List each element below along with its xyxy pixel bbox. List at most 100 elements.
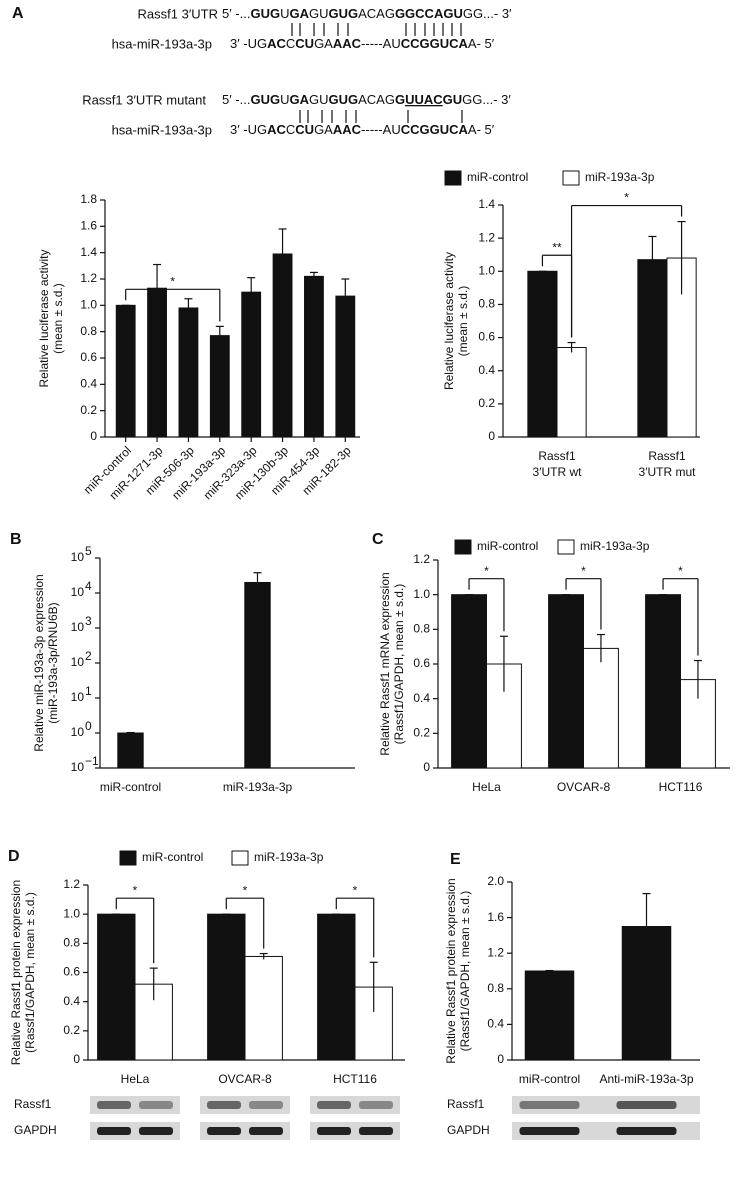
blot-label: Rassf1 [447,1097,485,1111]
bar [304,275,324,438]
bar [451,594,487,769]
blot-band [207,1127,241,1135]
y-tick-label: 1.2 [413,552,430,566]
error-bar [596,633,605,663]
y-tick-label: 0.4 [487,1017,504,1031]
sequence-part: CU [295,36,314,51]
sequence-part: GG...- 3′ [463,6,512,21]
y-tick-label: 10 [71,585,85,599]
error-bar [215,325,224,345]
bar [637,259,668,438]
panel-label: A [12,5,24,22]
bar [548,594,585,769]
error-bar [253,572,262,618]
y-tick-label: 10 [71,655,85,669]
blot-background [90,1096,180,1114]
sequence-part: GUG [250,6,280,21]
sequence: 3′ -UGACCCUGAAAC-----AUCCGGUCAA- 5′ [230,122,495,137]
x-tick-label: 3′UTR wt [533,465,583,479]
significance: * [678,564,683,578]
y-tick-label: 0 [423,760,430,774]
sequence-part: GU [443,92,463,107]
x-tick-label: HeLa [121,1072,150,1086]
y-tick-label: 0 [73,1052,80,1066]
y-axis-label: (Rassf1/GAPDH, mean ± s.d.) [392,584,406,745]
blot-band [97,1101,131,1109]
sequence-part: ACAG [358,92,395,107]
legend-label: miR-control [467,170,528,184]
x-tick-label: miR-control [100,780,161,794]
sequence-part: AC [267,122,286,137]
x-tick-label: OVCAR-8 [218,1072,272,1086]
blot-band [317,1127,351,1135]
blot-band [249,1127,283,1135]
y-tick-exponent: 5 [85,544,92,558]
sequence-part: ACAG [358,6,395,21]
blot-band [317,1101,351,1109]
bar [244,955,283,1061]
error-bar [184,298,193,318]
significance: * [243,883,248,897]
sequence: 5′ -...GUGUGAGUGUGACAGGUUACGUGG...- 3′ [222,92,511,107]
y-tick-label: 0.8 [413,622,430,636]
bar [241,291,262,438]
y-axis-label: Relative Rassf1 protein expression [9,880,23,1065]
legend-swatch [454,539,472,555]
error-bar [153,263,162,312]
y-tick-label: 1.6 [487,910,504,924]
y-tick-exponent: 2 [85,649,92,663]
blot-label: GAPDH [14,1123,57,1137]
blot-band [519,1101,580,1109]
blot-background [512,1122,700,1140]
panel-label: D [8,848,20,865]
error-bar [499,635,508,692]
legend-swatch [557,539,575,555]
y-tick-label: 0 [90,429,97,443]
error-bar [677,220,686,295]
sequence-part: GA [314,122,333,137]
y-axis-label: Relative luciferase activity [442,252,456,390]
y-tick-exponent: 4 [85,579,92,593]
sequence-part: C [286,36,295,51]
sequence-part: CU [295,122,314,137]
y-axis-label: Relative miR-193a-3p expression [32,574,46,751]
error-bar [149,967,158,1001]
x-tick-label: HCT116 [333,1072,377,1086]
sequence: 3′ -UGACCCUGAAAC-----AUCCGGUCAA- 5′ [230,36,495,51]
sequence-name: Rassf1 3′UTR mutant [82,92,206,107]
y-tick-label: 1.2 [487,945,504,959]
blot-band [359,1101,393,1109]
error-bar [648,235,657,283]
bar [317,913,356,1061]
panel-label: C [372,531,384,548]
sequence-part: C [286,122,295,137]
y-tick-label: 0.6 [63,965,80,979]
sequence-part: GGCCAGU [395,6,463,21]
sequence-part: UUAC [405,92,443,107]
y-tick-label: 1.0 [63,906,80,920]
panel-label: E [450,851,461,868]
significance: * [133,883,138,897]
x-tick-label: OVCAR-8 [557,780,611,794]
sequence-part: 3′ -UG [230,122,267,137]
blot-background [90,1122,180,1140]
x-tick-label: 3′UTR mut [639,465,697,479]
blot-band [97,1127,131,1135]
error-bar [545,969,554,972]
error-bar [278,228,287,279]
y-tick-exponent: 3 [85,614,92,628]
y-tick-label: 0.8 [80,324,97,338]
sequence-part: CCGGUCA [401,36,469,51]
y-tick-label: 1.0 [80,298,97,312]
legend-swatch [444,170,462,186]
y-tick-exponent: −1 [85,754,99,768]
y-tick-label: 1.2 [80,271,97,285]
bar [556,347,587,438]
y-tick-exponent: 1 [85,684,92,698]
y-tick-label: 0.8 [487,981,504,995]
y-tick-label: 0.6 [478,330,495,344]
error-bar [341,278,350,314]
legend-label: miR-control [477,539,538,553]
sequence-part: GG...- 3′ [462,92,511,107]
legend-label: miR-193a-3p [254,850,324,864]
